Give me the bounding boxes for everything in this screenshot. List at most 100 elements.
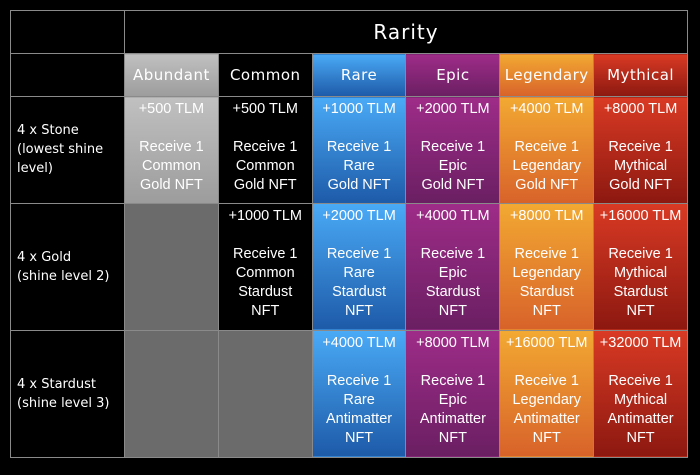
nft-reward: Gold NFT: [609, 177, 672, 193]
nft-reward: Receive 1: [326, 245, 392, 262]
reward-cell: +2000 TLM Receive 1 Epic Gold NFT: [405, 96, 501, 204]
nft-reward: Receive 1: [420, 372, 486, 389]
reward-cell: +1000 TLM Receive 1 Rare Gold NFT: [311, 96, 407, 204]
row-label: 4 x Stone (lowest shine level): [10, 96, 125, 204]
reward-cell: +500 TLM Receive 1 Common Gold NFT: [217, 96, 313, 204]
tlm-reward: +8000 TLM: [509, 207, 584, 224]
column-header: Common: [217, 53, 313, 97]
nft-reward: Epic: [438, 264, 467, 281]
nft-reward: Rare: [343, 158, 375, 174]
nft-reward: Common: [235, 264, 295, 281]
reward-cell: +4000 TLM Receive 1 Epic Stardust NFT: [405, 202, 501, 331]
nft-reward: Gold NFT: [421, 177, 485, 193]
reward-cell: +4000 TLM Receive 1 Rare Antimatter NFT: [311, 329, 407, 459]
title-row: Rarity: [10, 10, 688, 54]
nft-reward: Stardust: [425, 283, 480, 300]
column-header: Mythical: [593, 53, 688, 97]
nft-reward: Gold NFT: [233, 177, 297, 193]
reward-cell: [124, 202, 219, 331]
row-label-line: (shine level 2): [17, 268, 110, 284]
nft-reward: Rare: [343, 264, 375, 281]
row-label: 4 x Stardust (shine level 3): [10, 329, 125, 459]
nft-reward: Receive 1: [139, 139, 204, 155]
nft-reward: Antimatter: [513, 410, 580, 427]
nft-reward: Gold NFT: [139, 177, 203, 193]
nft-reward: Rare: [343, 391, 375, 408]
tier-row: 4 x Stone (lowest shine level) +500 TLM Rece…: [10, 96, 688, 204]
nft-reward: NFT: [251, 302, 280, 319]
nft-reward: Receive 1: [514, 139, 579, 155]
tier-row: 4 x Gold (shine level 2) +1000 TLM Receive …: [10, 202, 688, 331]
nft-reward: Receive 1: [326, 139, 392, 155]
reward-cell: +8000 TLM Receive 1 Legendary Stardust NFT: [499, 202, 595, 331]
nft-reward: NFT: [438, 429, 467, 446]
nft-reward: Legendary: [512, 158, 581, 174]
nft-reward: Receive 1: [608, 139, 673, 155]
row-label-line: 4 x Gold: [17, 249, 72, 265]
nft-reward: Receive 1: [608, 245, 673, 262]
tlm-reward: +2000 TLM: [416, 101, 490, 117]
row-label-line: (lowest shine: [17, 142, 104, 158]
reward-cell: +16000 TLM Receive 1 Legendary Antimatter NF…: [499, 329, 595, 459]
tlm-reward: +2000 TLM: [322, 207, 396, 224]
nft-reward: Stardust: [332, 283, 387, 300]
nft-reward: NFT: [344, 302, 374, 319]
column-header: Abundant: [124, 53, 219, 97]
tier-row: 4 x Stardust (shine level 3) +4000 TLM Rece…: [10, 329, 688, 459]
nft-reward: Legendary: [512, 391, 581, 408]
nft-reward: Receive 1: [233, 139, 298, 155]
nft-reward: Mythical: [613, 391, 668, 408]
nft-reward: Gold NFT: [515, 177, 579, 193]
nft-reward: Receive 1: [608, 372, 673, 389]
nft-reward: Receive 1: [233, 245, 298, 262]
row-label-line: 4 x Stardust: [17, 376, 97, 392]
tlm-reward: +4000 TLM: [322, 334, 396, 351]
tlm-reward: +1000 TLM: [322, 101, 396, 117]
nft-reward: Common: [142, 158, 201, 174]
nft-reward: Mythical: [613, 264, 668, 281]
row-label-line: 4 x Stone: [17, 123, 79, 139]
reward-cell: +8000 TLM Receive 1 Epic Antimatter NFT: [405, 329, 501, 459]
nft-reward: Antimatter: [326, 410, 393, 427]
nft-reward: Antimatter: [419, 410, 486, 427]
nft-reward: Antimatter: [607, 410, 674, 427]
nft-reward: Common: [235, 158, 295, 174]
column-header: Legendary: [499, 53, 595, 97]
nft-reward: NFT: [626, 429, 655, 446]
tlm-reward: +500 TLM: [232, 101, 298, 117]
tlm-reward: +4000 TLM: [416, 207, 490, 224]
column-header: Rare: [311, 53, 407, 97]
nft-reward: Gold NFT: [327, 177, 391, 193]
nft-reward: NFT: [532, 302, 561, 319]
tlm-reward: +4000 TLM: [509, 101, 584, 117]
column-header: Epic: [405, 53, 501, 97]
reward-cell: +4000 TLM Receive 1 Legendary Gold NFT: [499, 96, 595, 204]
reward-cell: +32000 TLM Receive 1 Mythical Antimatter NFT: [593, 329, 688, 459]
reward-cell: +16000 TLM Receive 1 Mythical Stardust NFT: [593, 202, 688, 331]
nft-reward: NFT: [626, 302, 655, 319]
nft-reward: Receive 1: [326, 372, 392, 389]
row-label-line: level): [17, 161, 53, 177]
nft-reward: Receive 1: [514, 372, 579, 389]
nft-reward: Stardust: [238, 283, 293, 300]
tlm-reward: +16000 TLM: [505, 334, 588, 351]
nft-reward: Stardust: [519, 283, 574, 300]
tlm-reward: +500 TLM: [138, 101, 205, 117]
reward-cell: [217, 329, 313, 459]
row-label: 4 x Gold (shine level 2): [10, 202, 125, 331]
tlm-reward: +8000 TLM: [603, 101, 678, 117]
nft-reward: NFT: [438, 302, 467, 319]
nft-reward: NFT: [532, 429, 561, 446]
nft-reward: Legendary: [512, 264, 581, 281]
table-title: Rarity: [124, 10, 688, 54]
tlm-reward: +32000 TLM: [599, 334, 682, 351]
tlm-reward: +1000 TLM: [228, 207, 302, 224]
nft-reward: NFT: [344, 429, 374, 446]
tlm-reward: +8000 TLM: [416, 334, 490, 351]
reward-cell: +2000 TLM Receive 1 Rare Stardust NFT: [311, 202, 407, 331]
reward-cell: +1000 TLM Receive 1 Common Stardust NFT: [217, 202, 313, 331]
nft-reward: Epic: [438, 391, 467, 408]
reward-cell: +8000 TLM Receive 1 Mythical Gold NFT: [593, 96, 688, 204]
nft-reward: Receive 1: [514, 245, 579, 262]
